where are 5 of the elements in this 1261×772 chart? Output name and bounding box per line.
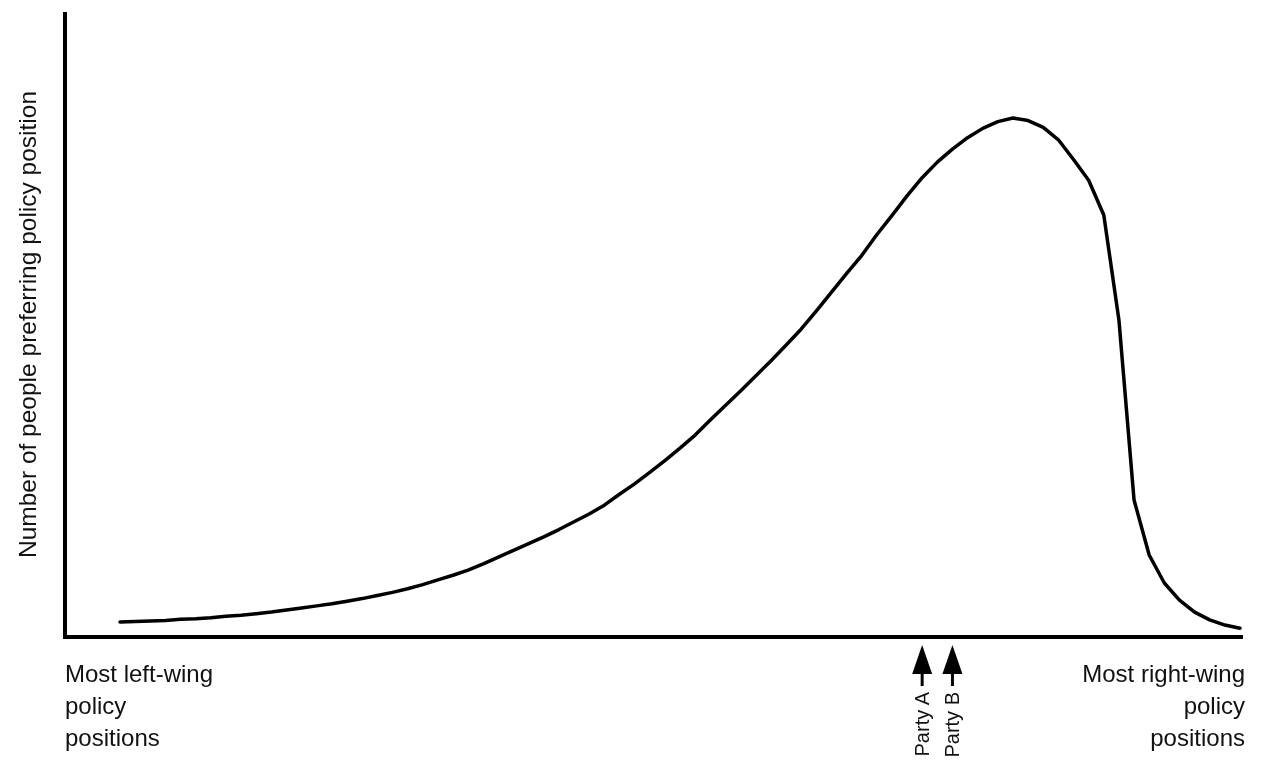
text: Most right-wing policy positions <box>1082 660 1245 751</box>
text: Most left-wing policy positions <box>65 660 214 751</box>
x-tick-label: Party B <box>941 692 964 758</box>
y-axis-title: Number of people preferring policy position <box>14 90 41 559</box>
x-tick-label: Party A <box>911 691 934 757</box>
